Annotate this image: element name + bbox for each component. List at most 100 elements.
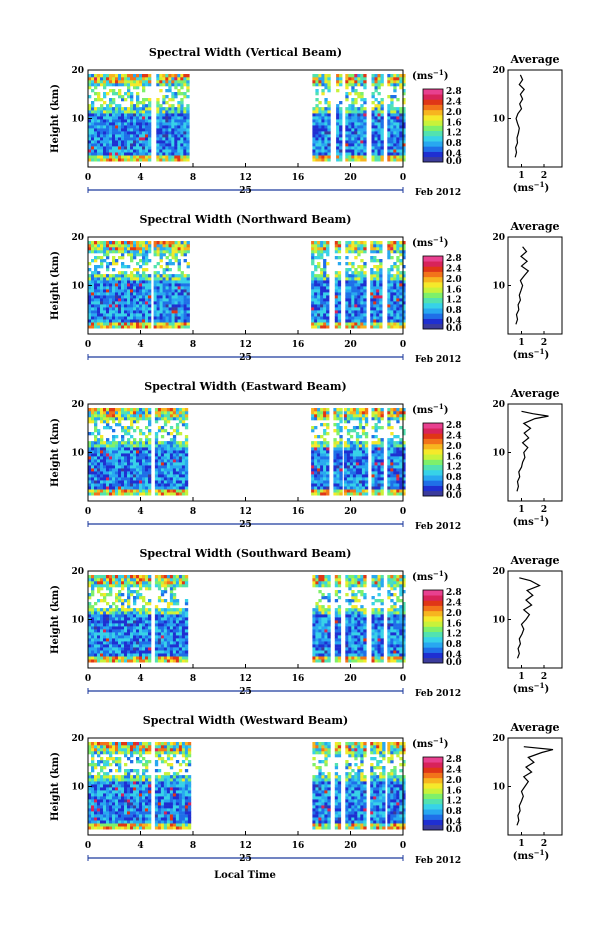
heatmap-cell — [178, 295, 181, 298]
heatmap-cell — [118, 92, 121, 95]
heatmap-cell — [163, 298, 166, 301]
heatmap-cell — [157, 325, 160, 328]
heatmap-cell — [393, 86, 396, 89]
heatmap-cell — [311, 322, 314, 325]
heatmap-cell — [173, 456, 176, 459]
heatmap-cell — [336, 459, 339, 462]
heatmap-cell — [139, 480, 142, 483]
heatmap-cell — [161, 453, 164, 456]
heatmap-cell — [148, 492, 151, 495]
heatmap-cell — [390, 241, 393, 244]
heatmap-cell — [100, 322, 103, 325]
heatmap-cell — [381, 450, 384, 453]
heatmap-cell — [127, 444, 130, 447]
heatmap-cell — [378, 83, 381, 86]
heatmap-cell — [112, 644, 115, 647]
heatmap-cell — [356, 480, 359, 483]
heatmap-cell — [390, 265, 393, 268]
heatmap-cell — [399, 447, 402, 450]
heatmap-cell — [97, 489, 100, 492]
heatmap-cell — [344, 492, 347, 495]
heatmap-cell — [136, 620, 139, 623]
heatmap-cell — [168, 137, 171, 140]
heatmap-cell — [130, 420, 133, 423]
heatmap-cell — [354, 125, 357, 128]
heatmap-cell — [172, 283, 175, 286]
heatmap-cell — [173, 477, 176, 480]
heatmap-cell — [156, 116, 159, 119]
heatmap-cell — [136, 137, 139, 140]
heatmap-cell — [130, 116, 133, 119]
heatmap-cell — [169, 304, 172, 307]
heatmap-cell — [393, 304, 396, 307]
heatmap-cell — [112, 262, 115, 265]
heatmap-cell — [323, 474, 326, 477]
heatmap-cell — [396, 80, 399, 83]
heatmap-cell — [320, 301, 323, 304]
heatmap-cell — [121, 152, 124, 155]
heatmap-cell — [375, 131, 378, 134]
heatmap-cell — [323, 241, 326, 244]
heatmap-cell — [109, 104, 112, 107]
heatmap-cell — [390, 247, 393, 250]
heatmap-cell — [112, 647, 115, 650]
heatmap-cell — [381, 134, 384, 137]
heatmap-cell — [148, 301, 151, 304]
heatmap-cell — [317, 462, 320, 465]
heatmap-cell — [396, 143, 399, 146]
heatmap-cell — [320, 468, 323, 471]
heatmap-cell — [136, 617, 139, 620]
heatmap-cell — [399, 83, 402, 86]
heatmap-cell — [169, 283, 172, 286]
heatmap-cell — [372, 155, 375, 158]
heatmap-cell — [133, 289, 136, 292]
heatmap-cell — [168, 104, 171, 107]
heatmap-cell — [179, 411, 182, 414]
heatmap-cell — [148, 137, 151, 140]
heatmap-cell — [323, 244, 326, 247]
heatmap-cell — [109, 322, 112, 325]
heatmap-cell — [344, 459, 347, 462]
heatmap-cell — [387, 149, 390, 152]
heatmap-cell — [181, 253, 184, 256]
heatmap-cell — [351, 286, 354, 289]
heatmap-cell — [163, 247, 166, 250]
heatmap-cell — [399, 250, 402, 253]
heatmap-cell — [121, 298, 124, 301]
heatmap-cell — [339, 119, 342, 122]
heatmap-cell — [166, 292, 169, 295]
heatmap-cell — [91, 489, 94, 492]
heatmap-cell — [338, 283, 341, 286]
heatmap-cell — [91, 307, 94, 310]
average-x-tick-label: 1 — [518, 338, 524, 348]
heatmap-cell — [112, 283, 115, 286]
heatmap-cell — [100, 447, 103, 450]
colorbar-tick-label: 1.2 — [446, 463, 462, 473]
heatmap-cell — [183, 131, 186, 134]
heatmap-cell — [109, 638, 112, 641]
heatmap-cell — [100, 122, 103, 125]
heatmap-cell — [399, 417, 402, 420]
heatmap-cell — [345, 92, 348, 95]
heatmap-cell — [379, 286, 382, 289]
heatmap-cell — [118, 149, 121, 152]
heatmap-cell — [360, 295, 363, 298]
heatmap-cell — [118, 247, 121, 250]
heatmap-cell — [345, 313, 348, 316]
heatmap-cell — [148, 74, 151, 77]
heatmap-cell — [166, 265, 169, 268]
heatmap-cell — [357, 149, 360, 152]
heatmap-cell — [177, 140, 180, 143]
heatmap-cell — [115, 614, 118, 617]
heatmap-cell — [91, 304, 94, 307]
heatmap-cell — [375, 125, 378, 128]
heatmap-cell — [381, 143, 384, 146]
heatmap-cell — [136, 140, 139, 143]
heatmap-cell — [399, 149, 402, 152]
heatmap-cell — [97, 298, 100, 301]
heatmap-cell — [97, 110, 100, 113]
heatmap-cell — [336, 444, 339, 447]
heatmap-cell — [91, 119, 94, 122]
heatmap-cell — [186, 74, 189, 77]
heatmap-cell — [121, 408, 124, 411]
